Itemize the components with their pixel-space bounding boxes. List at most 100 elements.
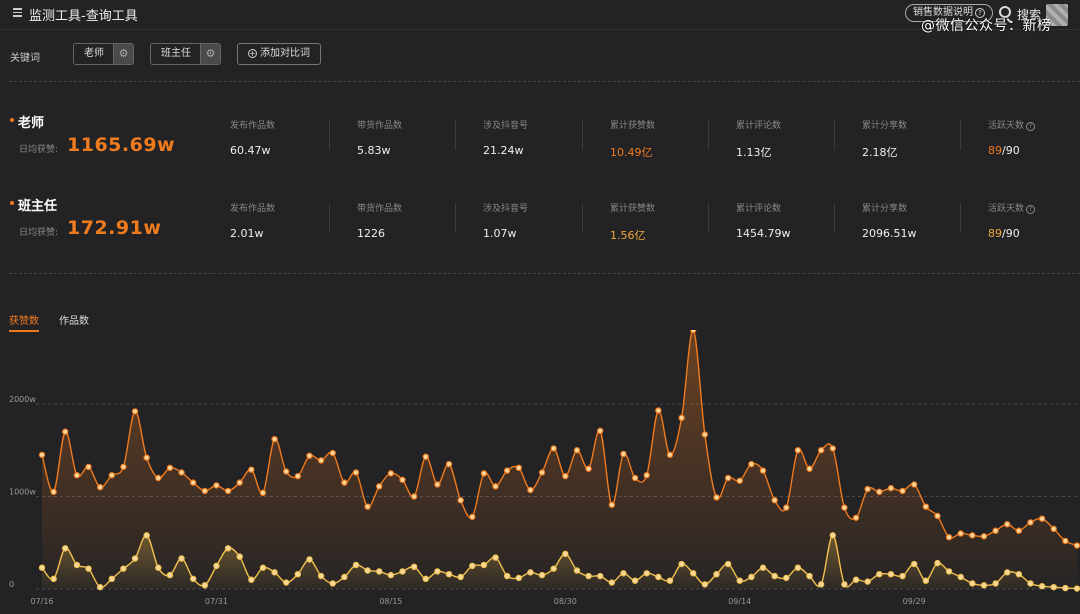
data-point[interactable] — [108, 472, 115, 479]
data-point[interactable] — [492, 554, 499, 561]
data-point[interactable] — [283, 468, 290, 475]
data-point[interactable] — [236, 553, 243, 560]
data-point[interactable] — [62, 545, 69, 552]
data-point[interactable] — [724, 474, 732, 482]
data-point[interactable] — [189, 575, 197, 583]
data-point[interactable] — [445, 460, 453, 468]
data-point[interactable] — [852, 576, 860, 583]
data-point[interactable] — [864, 485, 871, 493]
data-point[interactable] — [701, 431, 709, 438]
data-point[interactable] — [620, 450, 627, 458]
question-icon[interactable]: ? — [1026, 122, 1036, 131]
data-point[interactable] — [259, 489, 267, 496]
data-point[interactable] — [143, 532, 150, 539]
data-point[interactable] — [899, 487, 906, 495]
data-point[interactable] — [1073, 585, 1080, 592]
question-icon[interactable]: ? — [1026, 205, 1036, 214]
data-point[interactable] — [922, 577, 930, 584]
data-point[interactable] — [666, 577, 674, 584]
data-point[interactable] — [538, 571, 546, 579]
data-explanation-button[interactable]: 销售数据说明? — [905, 4, 993, 22]
data-point[interactable] — [259, 564, 267, 571]
data-point[interactable] — [748, 460, 755, 468]
data-point[interactable] — [1050, 583, 1057, 591]
data-point[interactable] — [527, 486, 534, 494]
data-point[interactable] — [1004, 569, 1011, 576]
data-point[interactable] — [1038, 583, 1046, 590]
data-point[interactable] — [62, 428, 69, 435]
data-point[interactable] — [876, 570, 883, 578]
data-point[interactable] — [294, 472, 302, 480]
data-point[interactable] — [794, 564, 802, 571]
data-point[interactable] — [562, 472, 569, 480]
data-point[interactable] — [189, 479, 197, 486]
add-compare-keyword-button[interactable]: + 添加对比词 — [237, 43, 321, 65]
data-point[interactable] — [434, 481, 441, 488]
gear-icon[interactable]: ⚙ — [200, 44, 220, 64]
data-point[interactable] — [492, 483, 499, 490]
data-point[interactable] — [608, 501, 616, 509]
data-point[interactable] — [910, 560, 918, 568]
data-point[interactable] — [655, 407, 662, 414]
data-point[interactable] — [329, 580, 336, 587]
data-point[interactable] — [469, 562, 476, 570]
data-point[interactable] — [934, 512, 941, 520]
data-point[interactable] — [992, 527, 999, 534]
data-point[interactable] — [352, 561, 360, 569]
data-point[interactable] — [597, 427, 604, 435]
data-point[interactable] — [934, 559, 941, 567]
data-point[interactable] — [317, 572, 325, 580]
data-point[interactable] — [666, 451, 674, 459]
tab-likes[interactable]: 获赞数 — [9, 316, 39, 327]
data-point[interactable] — [213, 562, 220, 570]
search-icon[interactable] — [999, 6, 1011, 18]
data-point[interactable] — [85, 463, 92, 471]
tab-works[interactable]: 作品数 — [59, 316, 89, 327]
data-point[interactable] — [341, 573, 348, 581]
data-point[interactable] — [213, 482, 220, 489]
data-point[interactable] — [166, 464, 174, 472]
data-point[interactable] — [736, 577, 743, 584]
data-point[interactable] — [306, 452, 313, 460]
data-point[interactable] — [515, 464, 522, 472]
data-point[interactable] — [748, 573, 755, 581]
data-point[interactable] — [283, 579, 290, 586]
data-point[interactable] — [410, 493, 418, 500]
data-point[interactable] — [503, 572, 511, 580]
data-point[interactable] — [73, 472, 81, 479]
data-point[interactable] — [724, 560, 732, 568]
data-point[interactable] — [1073, 542, 1080, 549]
data-point[interactable] — [538, 469, 546, 476]
data-point[interactable] — [410, 563, 418, 570]
data-point[interactable] — [120, 463, 127, 471]
data-point[interactable] — [550, 565, 557, 572]
data-point[interactable] — [620, 570, 627, 577]
data-point[interactable] — [643, 472, 650, 479]
data-point[interactable] — [387, 470, 395, 477]
data-point[interactable] — [480, 470, 488, 477]
data-point[interactable] — [713, 494, 720, 501]
data-point[interactable] — [876, 488, 883, 496]
data-point[interactable] — [527, 569, 534, 576]
data-point[interactable] — [1004, 521, 1011, 528]
data-point[interactable] — [887, 570, 895, 578]
data-point[interactable] — [96, 583, 104, 591]
data-point[interactable] — [783, 574, 790, 582]
data-point[interactable] — [945, 568, 953, 575]
data-point[interactable] — [85, 565, 92, 572]
data-point[interactable] — [399, 568, 406, 575]
data-point[interactable] — [108, 575, 115, 583]
data-point[interactable] — [806, 572, 813, 580]
data-point[interactable] — [224, 545, 232, 552]
data-point[interactable] — [794, 447, 802, 454]
data-point[interactable] — [992, 580, 999, 587]
data-point[interactable] — [387, 571, 395, 579]
data-point[interactable] — [201, 487, 209, 495]
data-point[interactable] — [480, 561, 488, 569]
data-point[interactable] — [690, 570, 697, 577]
data-point[interactable] — [1015, 570, 1023, 578]
data-point[interactable] — [771, 572, 778, 580]
data-point[interactable] — [271, 569, 278, 576]
data-point[interactable] — [562, 550, 569, 558]
data-point[interactable] — [678, 560, 685, 568]
